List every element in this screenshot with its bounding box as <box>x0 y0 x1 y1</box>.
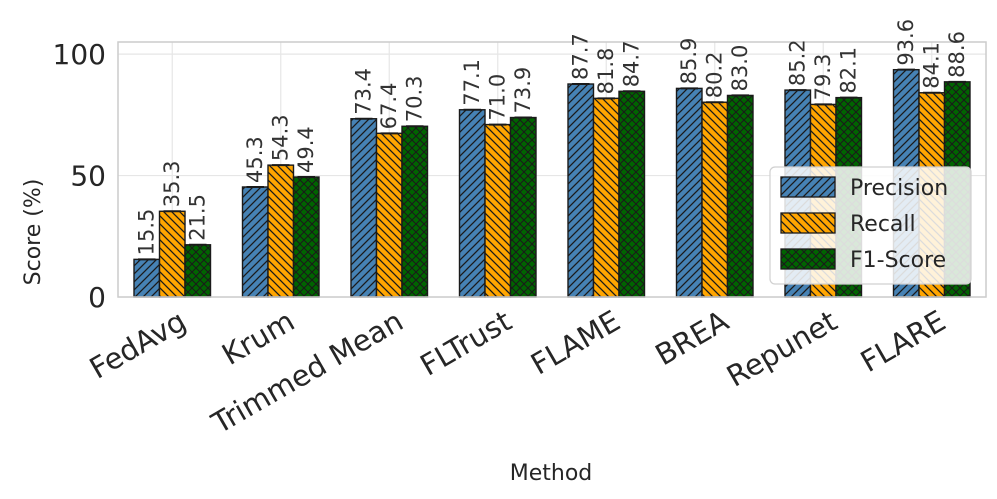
bar-hatch-overlay <box>509 116 537 298</box>
bar-hatch-overlay <box>458 109 486 298</box>
data-label: 77.1 <box>460 59 484 106</box>
data-label: 84.1 <box>920 42 944 89</box>
bars <box>133 68 971 298</box>
legend-swatch-hatch <box>780 176 836 198</box>
x-tick-label: BREA <box>650 304 735 373</box>
data-label: 71.0 <box>486 74 510 121</box>
x-tick-label: FedAvg <box>84 304 192 386</box>
data-label: 79.3 <box>811 54 835 101</box>
data-label: 80.2 <box>703 51 727 98</box>
data-label: 88.6 <box>945 31 969 78</box>
data-label: 73.9 <box>511 67 535 114</box>
bar-hatch-overlay <box>675 87 703 298</box>
bar-hatch-overlay <box>133 258 161 298</box>
plot-frame <box>117 41 987 298</box>
bar-hatch-overlay <box>726 94 754 298</box>
bar-hatch-overlay <box>701 101 729 298</box>
bar-hatch-overlay <box>618 90 646 298</box>
legend-swatch-hatch <box>780 248 836 270</box>
data-labels: 15.535.321.5 45.3 54.3 49.4 73.4 67.4 70.3 77.1… <box>135 19 970 255</box>
data-label: 49.4 <box>294 126 318 173</box>
x-tick-label: Trimmed Mean <box>205 304 409 441</box>
legend-label-recall: Recall <box>850 212 916 237</box>
legend-label-precision: Precision <box>850 176 948 201</box>
data-label: 85.2 <box>786 39 810 86</box>
data-label: 81.8 <box>594 48 618 95</box>
bar-hatch-overlay <box>484 123 512 298</box>
x-axis-label: Method <box>510 461 593 486</box>
y-tick-label: 0 <box>88 281 106 314</box>
data-label: 83.0 <box>728 45 752 92</box>
x-tick-label: Krum <box>216 304 300 372</box>
y-axis-label: Score (%) <box>21 179 46 286</box>
y-tick-label: 100 <box>53 38 106 71</box>
data-label: 70.3 <box>403 76 427 123</box>
x-tick-label: FLTrust <box>414 304 517 383</box>
legend-swatch-hatch <box>780 212 836 234</box>
data-label: 82.1 <box>837 47 861 94</box>
bar-hatch-overlay <box>401 125 429 298</box>
x-tick-label: Repunet <box>721 304 843 394</box>
bar-hatch-overlay <box>158 210 186 298</box>
y-tick-label: 50 <box>70 160 106 193</box>
bar-hatch-overlay <box>241 186 269 298</box>
bar-hatch-overlay <box>292 176 320 298</box>
plot-border <box>117 41 987 298</box>
legend-label-f1-score: F1-Score <box>850 248 946 273</box>
bar-hatch-overlay <box>350 118 378 298</box>
data-label: 15.5 <box>135 209 159 256</box>
bar-hatch-overlay <box>375 132 403 298</box>
data-label: 73.4 <box>352 68 376 115</box>
bar-hatch-overlay <box>184 244 212 298</box>
bar-hatch-overlay <box>267 164 295 298</box>
data-label: 35.3 <box>160 161 184 208</box>
data-label: 21.5 <box>186 194 210 241</box>
data-label: 45.3 <box>243 136 267 183</box>
data-label: 87.7 <box>569 33 593 80</box>
data-label: 84.7 <box>620 41 644 88</box>
x-tick-label: FLARE <box>855 304 952 379</box>
bar-hatch-overlay <box>567 83 595 298</box>
bar-hatch-overlay <box>592 97 620 298</box>
data-label: 85.9 <box>677 38 701 85</box>
data-label: 54.3 <box>269 114 293 161</box>
legend: Precision Recall F1-Score <box>769 166 972 285</box>
x-tick-label: FLAME <box>525 304 626 382</box>
data-label: 93.6 <box>894 19 918 66</box>
data-label: 67.4 <box>377 83 401 130</box>
